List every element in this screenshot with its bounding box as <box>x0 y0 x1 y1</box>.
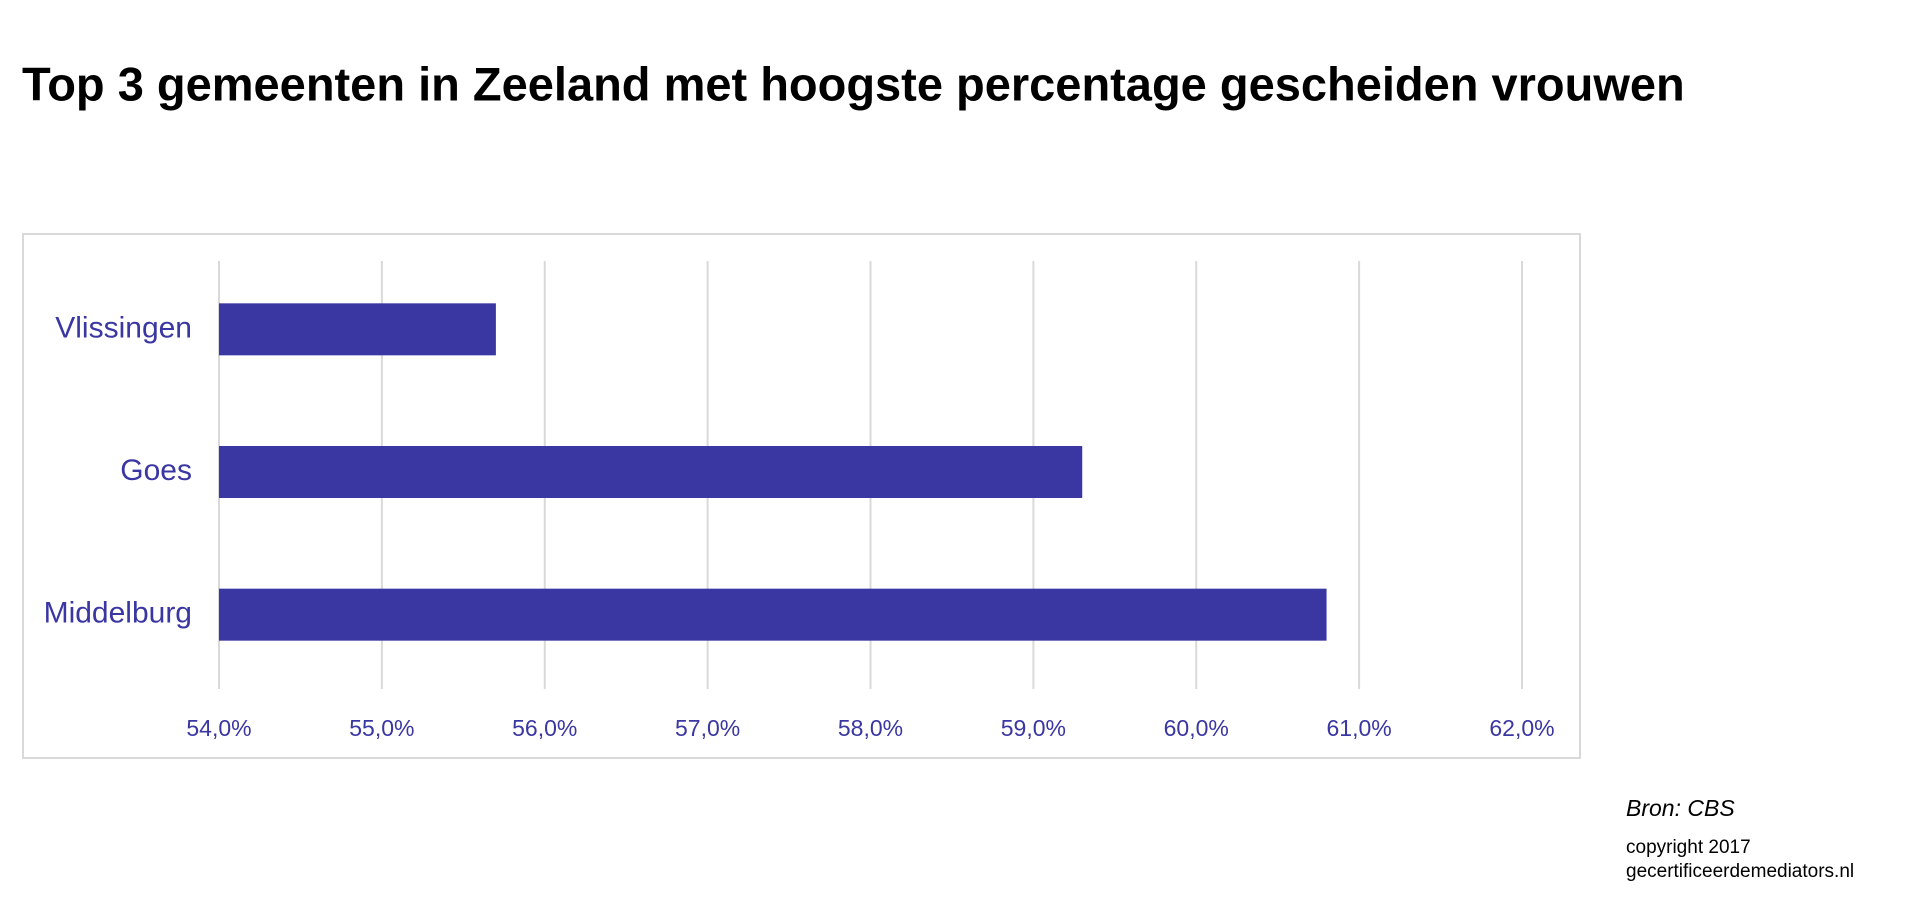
website: gecertificeerdemediators.nl <box>1626 861 1854 882</box>
x-tick-label: 59,0% <box>1001 715 1066 741</box>
x-tick-label: 58,0% <box>838 715 903 741</box>
x-tick-label: 57,0% <box>675 715 740 741</box>
bar <box>219 446 1083 498</box>
y-tick-label: Vlissingen <box>55 311 192 344</box>
x-tick-label: 60,0% <box>1164 715 1229 741</box>
chart-frame <box>22 233 1581 759</box>
source: Bron: CBS <box>1626 795 1735 821</box>
x-tick-label: 62,0% <box>1489 715 1554 741</box>
x-tick-label: 54,0% <box>186 715 251 741</box>
chart-title: Top 3 gemeenten in Zeeland met hoogste p… <box>22 57 1685 110</box>
bar <box>219 303 496 356</box>
x-tick-label: 61,0% <box>1327 715 1392 741</box>
y-tick-label: Middelburg <box>44 597 192 630</box>
bar <box>219 588 1327 641</box>
x-tick-label: 56,0% <box>512 715 577 741</box>
x-tick-label: 55,0% <box>349 715 414 741</box>
copyright: copyright 2017 <box>1626 837 1751 858</box>
y-tick-label: Goes <box>120 454 192 487</box>
